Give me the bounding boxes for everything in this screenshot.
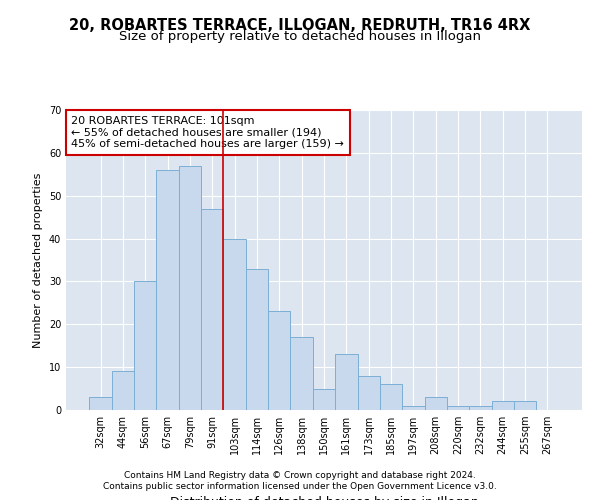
Text: 20, ROBARTES TERRACE, ILLOGAN, REDRUTH, TR16 4RX: 20, ROBARTES TERRACE, ILLOGAN, REDRUTH, …: [70, 18, 530, 32]
Text: 20 ROBARTES TERRACE: 101sqm
← 55% of detached houses are smaller (194)
45% of se: 20 ROBARTES TERRACE: 101sqm ← 55% of det…: [71, 116, 344, 149]
Bar: [402, 406, 425, 410]
X-axis label: Distribution of detached houses by size in Illogan: Distribution of detached houses by size …: [170, 496, 478, 500]
Bar: [112, 372, 134, 410]
Bar: [134, 282, 157, 410]
Bar: [179, 166, 201, 410]
Bar: [514, 402, 536, 410]
Bar: [491, 402, 514, 410]
Bar: [89, 397, 112, 410]
Bar: [268, 312, 290, 410]
Bar: [469, 406, 491, 410]
Text: Contains public sector information licensed under the Open Government Licence v3: Contains public sector information licen…: [103, 482, 497, 491]
Bar: [290, 337, 313, 410]
Bar: [223, 238, 246, 410]
Bar: [358, 376, 380, 410]
Y-axis label: Number of detached properties: Number of detached properties: [33, 172, 43, 348]
Bar: [246, 268, 268, 410]
Bar: [157, 170, 179, 410]
Bar: [313, 388, 335, 410]
Bar: [380, 384, 402, 410]
Bar: [447, 406, 469, 410]
Bar: [201, 208, 223, 410]
Bar: [425, 397, 447, 410]
Text: Size of property relative to detached houses in Illogan: Size of property relative to detached ho…: [119, 30, 481, 43]
Bar: [335, 354, 358, 410]
Text: Contains HM Land Registry data © Crown copyright and database right 2024.: Contains HM Land Registry data © Crown c…: [124, 471, 476, 480]
